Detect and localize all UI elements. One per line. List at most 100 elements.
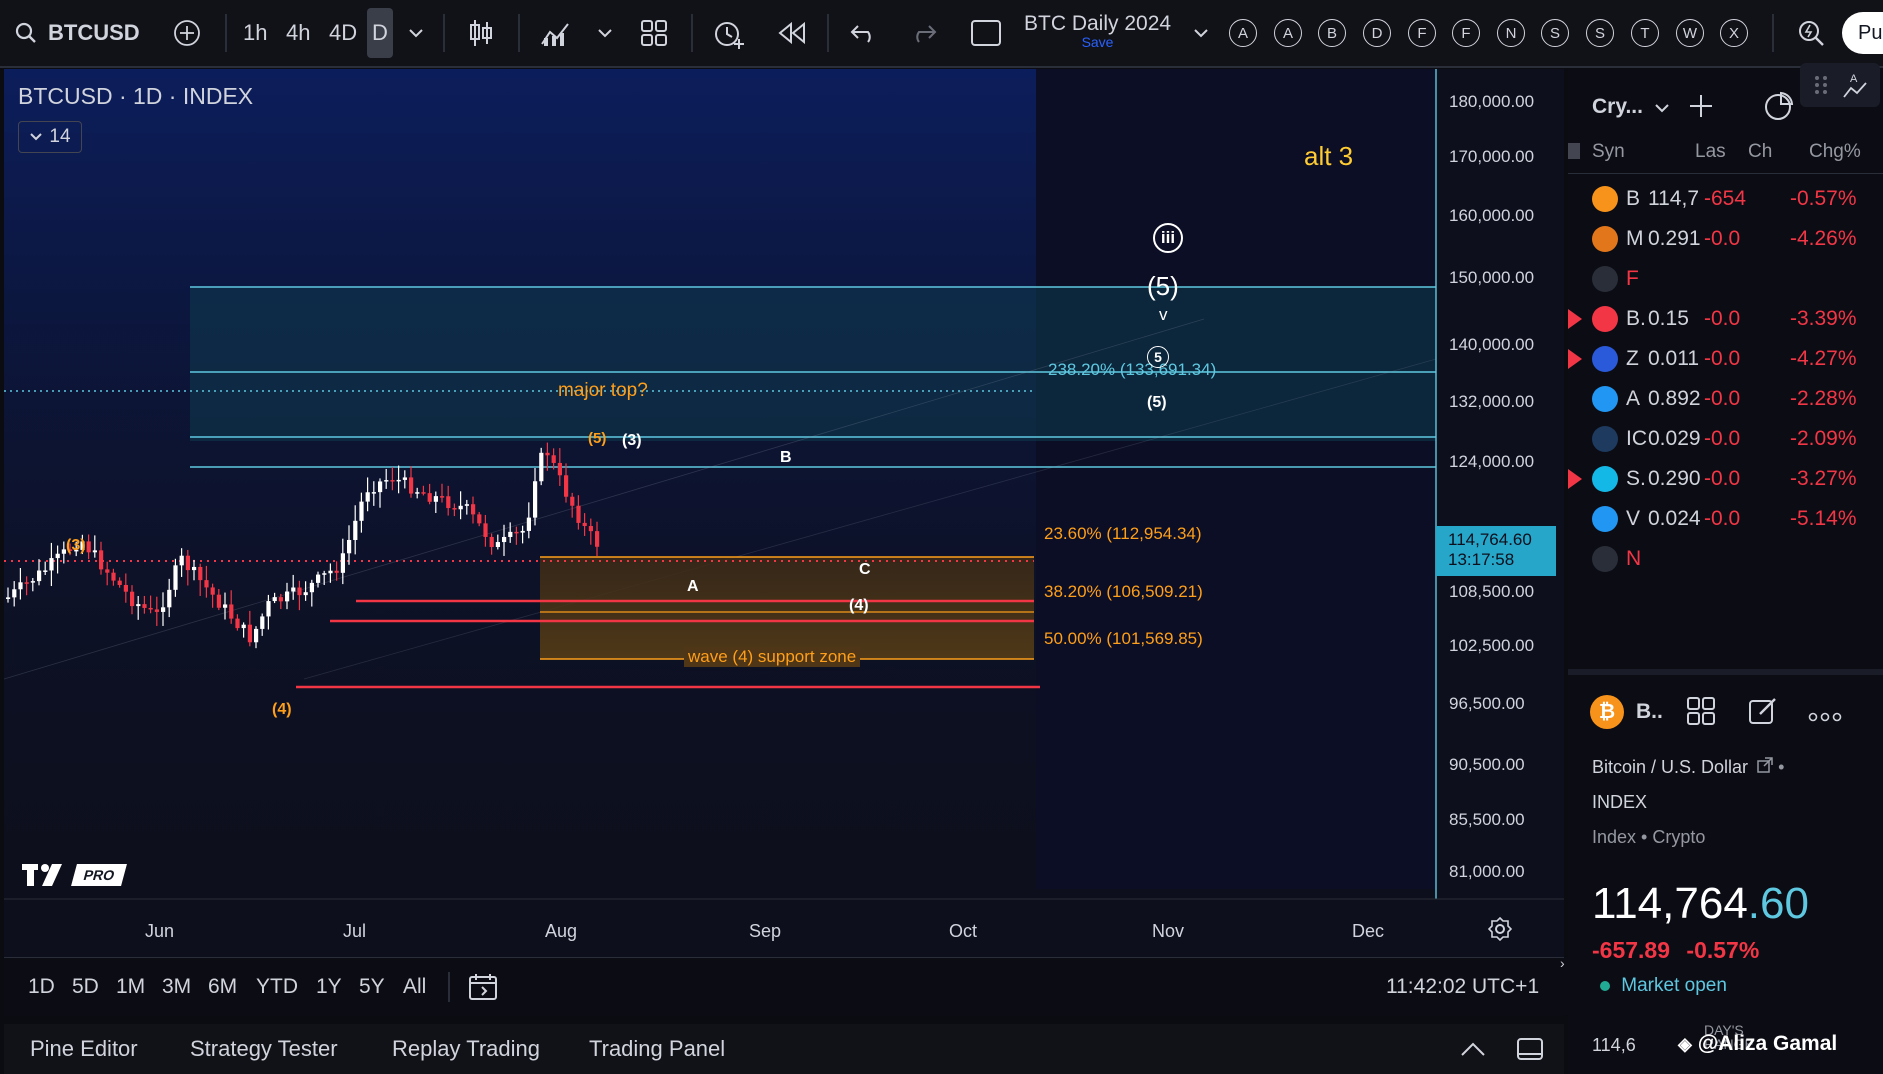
alert-t[interactable]: T [1631, 19, 1659, 47]
watchlist-dropdown[interactable] [1654, 101, 1670, 119]
tab-strategy-tester[interactable]: Strategy Tester [190, 1036, 338, 1061]
alert-s[interactable]: S [1541, 19, 1569, 47]
alert-x[interactable]: X [1720, 19, 1748, 47]
watchlist-title[interactable]: Cry... [1592, 95, 1643, 118]
expand-panel-button[interactable] [1460, 1024, 1486, 1074]
candle-body [68, 549, 73, 551]
alert-s-2[interactable]: S [1586, 19, 1614, 47]
range-5y[interactable]: 5Y [359, 975, 385, 998]
external-link-icon[interactable] [1757, 757, 1773, 773]
quick-search-button[interactable] [1796, 0, 1826, 66]
col-symbol[interactable]: Syn [1592, 141, 1625, 162]
col-change[interactable]: Ch [1748, 141, 1773, 162]
redo-button[interactable] [909, 0, 937, 66]
coin-icon [1592, 186, 1618, 212]
interval-dropdown[interactable] [408, 0, 424, 66]
range-ytd[interactable]: YTD [256, 975, 298, 998]
alert-a-2[interactable]: A [1274, 19, 1302, 47]
range-1m[interactable]: 1M [116, 975, 146, 998]
range-1y[interactable]: 1Y [316, 975, 342, 998]
chart-pane[interactable]: BTCUSD · 1D · INDEX 14 alt 3 major top? … [4, 69, 1564, 957]
indicators-button[interactable] [540, 0, 572, 66]
range-6m[interactable]: 6M [208, 975, 238, 998]
watchlist-row[interactable]: F [1568, 259, 1883, 299]
price-tick: 150,000.00 [1449, 268, 1535, 287]
tab-replay-trading[interactable]: Replay Trading [392, 1036, 540, 1061]
divider [1568, 173, 1883, 174]
candle-body [43, 570, 48, 572]
alert-f[interactable]: F [1408, 19, 1436, 47]
watchlist-row[interactable]: N [1568, 539, 1883, 579]
maximize-panel-button[interactable] [1516, 1024, 1544, 1074]
fullscreen-button[interactable] [970, 0, 1002, 66]
replay-button[interactable] [778, 0, 806, 66]
layout-grid-button[interactable] [640, 0, 668, 66]
advanced-view-button[interactable] [1764, 91, 1794, 126]
row-change-pct: -4.26% [1790, 227, 1857, 250]
change-value: -657.89 [1592, 937, 1671, 963]
row-last: 0.024 [1648, 507, 1701, 530]
background-glow [4, 69, 1036, 889]
price-tail: .60 [1747, 879, 1809, 928]
watchlist-row[interactable]: IC 0.029 -0.0 -2.09% [1568, 419, 1883, 459]
chart-type-button[interactable] [467, 0, 495, 66]
details-grid-button[interactable] [1686, 696, 1716, 731]
chevron-down-icon [409, 29, 423, 38]
coin-icon [1592, 386, 1618, 412]
watchlist-row[interactable]: A 0.892 -0.0 -2.28% [1568, 379, 1883, 419]
candle-body [539, 452, 544, 482]
add-symbol-button[interactable] [1688, 93, 1714, 124]
col-change-pct[interactable]: Chg% [1809, 141, 1861, 162]
candle-body [136, 604, 141, 607]
alert-w[interactable]: W [1676, 19, 1704, 47]
range-3m[interactable]: 3M [162, 975, 192, 998]
watchlist-row[interactable]: B. 0.15 -0.0 -3.39% [1568, 299, 1883, 339]
watchlist-row[interactable]: V 0.024 -0.0 -5.14% [1568, 499, 1883, 539]
range-all[interactable]: All [403, 975, 427, 998]
layout-name-button[interactable]: BTC Daily 2024 Save [1024, 12, 1171, 50]
watchlist-row[interactable]: Z 0.011 -0.0 -4.27% [1568, 339, 1883, 379]
timezone-clock[interactable]: 11:42:02 UTC+1 [1386, 975, 1540, 998]
candle-body [340, 553, 345, 573]
candle-body [440, 496, 445, 498]
drawing-tools-popup[interactable]: A [1800, 63, 1880, 107]
range-5d[interactable]: 5D [72, 975, 99, 998]
candle-body [396, 479, 401, 482]
watchlist-row[interactable]: S. 0.290 -0.0 -3.27% [1568, 459, 1883, 499]
alert-button[interactable] [712, 0, 746, 66]
tab-pine-editor[interactable]: Pine Editor [30, 1036, 138, 1061]
indicator-toggle[interactable]: 14 [18, 121, 82, 153]
alert-b[interactable]: B [1318, 19, 1346, 47]
alert-a[interactable]: A [1229, 19, 1257, 47]
interval-4h[interactable]: 4h [286, 20, 311, 45]
watchlist-row[interactable]: M 0.291 -0.0 -4.26% [1568, 219, 1883, 259]
tab-trading-panel[interactable]: Trading Panel [589, 1036, 726, 1061]
goto-date-button[interactable] [468, 958, 498, 1016]
watchlist-row[interactable]: B 114,7 -654 -0.57% [1568, 179, 1883, 219]
interval-d-active[interactable]: D [367, 8, 393, 58]
interval-4d[interactable]: 4D [329, 20, 358, 45]
candle-body [297, 587, 302, 596]
alert-d[interactable]: D [1363, 19, 1391, 47]
publish-button[interactable]: Pu [1842, 12, 1883, 54]
indicators-dropdown[interactable] [597, 0, 613, 66]
alert-f-2[interactable]: F [1452, 19, 1480, 47]
compare-button[interactable] [172, 0, 202, 66]
candle-body [489, 536, 494, 548]
details-more-button[interactable] [1808, 709, 1842, 727]
row-change: -0.0 [1704, 467, 1741, 490]
interval-1h[interactable]: 1h [243, 20, 268, 45]
col-last[interactable]: Las [1695, 141, 1726, 162]
alert-n[interactable]: N [1497, 19, 1525, 47]
tradingview-logo: PRO [22, 862, 128, 888]
range-1d[interactable]: 1D [28, 975, 55, 998]
undo-button[interactable] [850, 0, 878, 66]
collapse-right-arrow[interactable]: › [1560, 955, 1565, 971]
row-change-pct: -3.39% [1790, 307, 1857, 330]
price-tick: 108,500.00 [1449, 582, 1535, 601]
candle-body [309, 582, 314, 593]
layout-dropdown[interactable] [1193, 0, 1209, 66]
chart-settings-button[interactable] [1487, 916, 1513, 946]
details-edit-button[interactable] [1748, 696, 1778, 731]
symbol-search[interactable]: BTCUSD [14, 0, 140, 66]
